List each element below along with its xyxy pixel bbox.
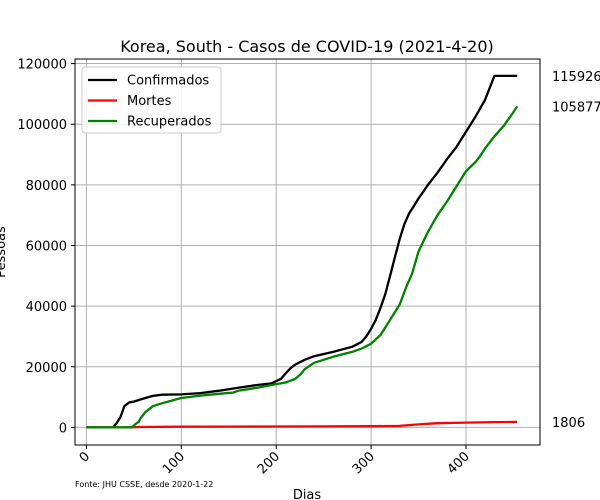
legend-label-recuperados: Recuperados: [127, 115, 212, 130]
x-tick-label: 100: [160, 449, 188, 477]
source-note: Fonte: JHU CSSE, desde 2020-1-22: [75, 480, 213, 489]
series-line-recuperados: [86, 105, 519, 429]
chart-title: Korea, South - Casos de COVID-19 (2021-4…: [120, 37, 494, 56]
y-tick-label: 80000: [26, 179, 67, 194]
legend-label-mortes: Mortes: [127, 94, 172, 109]
end-label-mortes: 1806: [552, 416, 585, 431]
legend-label-confirmados: Confirmados: [127, 74, 209, 89]
end-label-recuperados: 105877: [552, 100, 600, 115]
y-tick-label: 120000: [17, 58, 67, 73]
y-axis-label: Pessoas: [0, 226, 9, 278]
x-tick-label: 400: [445, 449, 473, 477]
plot-frame: [74, 58, 541, 446]
x-axis-label: Dias: [293, 488, 322, 500]
y-tick-label: 60000: [26, 239, 67, 254]
series-layer: [86, 74, 519, 429]
series-line-confirmados: [86, 74, 518, 429]
legend: Confirmados Mortes Recuperados: [81, 66, 222, 134]
y-tick-label: 0: [59, 421, 67, 436]
y-tick-label: 100000: [17, 118, 67, 133]
y-tick-label: 20000: [26, 361, 67, 376]
series-line-mortes: [86, 420, 518, 429]
x-tick-label: 0: [77, 449, 93, 465]
x-tick-label: 300: [350, 449, 378, 477]
end-labels: 115926 1806 105877: [552, 70, 600, 431]
legend-box: [81, 66, 222, 134]
y-tick-label: 40000: [26, 300, 67, 315]
end-label-confirmados: 115926: [552, 70, 600, 85]
x-tick-label: 200: [255, 449, 283, 477]
